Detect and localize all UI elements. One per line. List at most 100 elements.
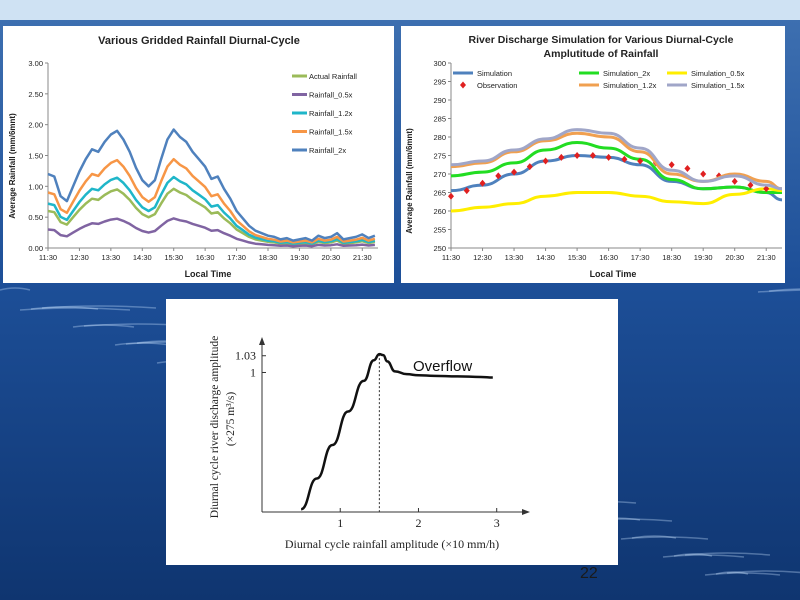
rainfall-legend-label: Rainfall_0.5x (309, 91, 353, 100)
rainfall-chart-xlabel: Local Time (185, 269, 232, 279)
amplitude-chart: Diurnal cycle river discharge amplitude … (209, 336, 530, 551)
rainfall-series-rainfall-1-2x (47, 175, 376, 245)
rainfall-y-tick-label: 1.00 (28, 182, 43, 191)
rainfall-x-tick-label: 19:30 (290, 253, 309, 262)
discharge-chart-title-line1: River Discharge Simulation for Various D… (469, 34, 734, 46)
wave-highlight (41, 305, 157, 309)
amplitude-x-tick-label: 3 (494, 516, 500, 530)
discharge-x-tick-label: 13:30 (505, 253, 524, 262)
rainfall-y-tick-label: 1.50 (28, 152, 43, 161)
rainfall-x-tick-label: 12:30 (70, 253, 89, 262)
wave-highlight (30, 306, 99, 310)
amplitude-chart-panel: Diurnal cycle river discharge amplitude … (166, 299, 618, 565)
observation-point (448, 192, 454, 200)
rainfall-legend-label: Rainfall_1.2x (309, 109, 353, 118)
wave-highlight (0, 287, 31, 291)
observation-point (479, 179, 486, 187)
discharge-chart-series (448, 128, 783, 213)
rainfall-y-tick-label: 0.50 (28, 213, 43, 222)
amplitude-x-axis-arrow (522, 509, 530, 515)
rainfall-x-tick-label: 13:30 (101, 253, 120, 262)
observation-point (637, 157, 644, 165)
discharge-legend-swatch (460, 81, 466, 89)
rainfall-x-tick-label: 18:30 (259, 253, 278, 262)
discharge-y-tick-label: 285 (433, 115, 446, 124)
discharge-series-simulation-0-5x (450, 187, 783, 213)
amplitude-y-tick-label: 1 (250, 365, 256, 379)
discharge-y-tick-label: 275 (433, 152, 446, 161)
wave-highlight (631, 535, 677, 539)
observation-point (700, 170, 707, 178)
discharge-chart-axes: 250 255 260 265 270 275 280 285 290 295 300 11:30 12… (433, 59, 782, 262)
discharge-series-simulation-2x (450, 141, 782, 195)
rainfall-x-tick-label: 15:30 (164, 253, 183, 262)
rainfall-x-tick-label: 20:30 (321, 253, 340, 262)
wave-highlight (726, 570, 800, 574)
wave-highlight (715, 571, 749, 575)
rainfall-series-rainfall-0-5x (47, 217, 376, 248)
discharge-y-tick-label: 250 (433, 244, 446, 253)
wave-highlight (704, 572, 781, 576)
observation-point (747, 181, 754, 189)
discharge-x-tick-label: 17:30 (631, 253, 650, 262)
discharge-x-tick-label: 21:30 (757, 253, 776, 262)
wave-highlight (19, 307, 131, 311)
rainfall-chart-ylabel: Average Rainfall (mm/6mnt) (8, 113, 17, 219)
discharge-x-tick-label: 16:30 (599, 253, 618, 262)
discharge-y-tick-label: 300 (433, 59, 446, 68)
rainfall-x-tick-label: 16:30 (196, 253, 215, 262)
rainfall-chart-legend: Actual Rainfall Rainfall_0.5x Rainfall_1.2… (292, 72, 357, 155)
rainfall-legend-label: Rainfall_1.5x (309, 128, 353, 137)
rainfall-y-tick-label: 3.00 (28, 59, 43, 68)
rainfall-series-rainfall-2x (47, 128, 376, 242)
discharge-chart-panel: River Discharge Simulation for Various D… (401, 26, 785, 283)
observation-point (605, 153, 612, 161)
rainfall-chart-panel: Various Gridded Rainfall Diurnal-Cycle L… (3, 26, 394, 283)
amplitude-chart-ylabel-line2: (×275 m³/s) (225, 392, 237, 447)
rainfall-legend-label: Actual Rainfall (309, 72, 357, 81)
amplitude-chart-xlabel: Diurnal cycle rainfall amplitude (×10 mm… (285, 537, 499, 551)
discharge-legend-label: Simulation (477, 69, 512, 78)
wave-highlight (72, 324, 135, 328)
rainfall-chart-axes: 0.00 0.50 1.00 1.50 2.00 2.50 3.00 11:30 12:30 13… (28, 59, 378, 262)
discharge-legend-label: Observation (477, 81, 517, 90)
rainfall-y-tick-label: 2.00 (28, 121, 43, 130)
observation-point (621, 155, 628, 163)
discharge-x-tick-label: 12:30 (473, 253, 492, 262)
wave-highlight (768, 288, 800, 292)
overflow-annotation: Overflow (413, 358, 472, 375)
rainfall-y-tick-label: 2.50 (28, 90, 43, 99)
discharge-y-tick-label: 265 (433, 189, 446, 198)
discharge-y-tick-label: 260 (433, 207, 446, 216)
wave-highlight (684, 552, 771, 556)
discharge-series-simulation-1-5x (450, 128, 783, 191)
discharge-y-tick-label: 295 (433, 78, 446, 87)
discharge-y-tick-label: 280 (433, 133, 446, 142)
observation-point (495, 172, 502, 180)
discharge-y-tick-label: 270 (433, 170, 446, 179)
wave-highlight (757, 289, 800, 293)
rainfall-x-tick-label: 17:30 (227, 253, 246, 262)
slide-number: 22 (580, 565, 598, 582)
amplitude-chart-ylabel-line1: Diurnal cycle river discharge amplitude (209, 336, 221, 518)
rainfall-x-tick-label: 14:30 (133, 253, 152, 262)
amplitude-chart-axes: 1 2 3 1 1.03 (235, 337, 530, 530)
discharge-x-tick-label: 14:30 (536, 253, 555, 262)
wave-highlight (662, 554, 745, 558)
discharge-legend-label: Simulation_1.5x (691, 81, 745, 90)
rainfall-x-tick-label: 21:30 (353, 253, 372, 262)
observation-point (526, 163, 533, 171)
observation-point (668, 161, 675, 169)
discharge-chart-xlabel: Local Time (590, 269, 637, 279)
observation-point (542, 157, 549, 165)
discharge-chart-legend: Simulation Simulation_2x Simulation_0.5x Ob… (453, 69, 745, 90)
discharge-x-tick-label: 20:30 (725, 253, 744, 262)
discharge-x-tick-label: 15:30 (568, 253, 587, 262)
discharge-legend-label: Simulation_2x (603, 69, 650, 78)
discharge-y-tick-label: 255 (433, 226, 446, 235)
observation-point (589, 152, 596, 159)
discharge-chart-title-line2: Amplutitude of Rainfall (544, 48, 659, 60)
observation-point (511, 168, 518, 176)
rainfall-y-tick-label: 0.00 (28, 244, 43, 253)
observation-point (763, 185, 770, 193)
